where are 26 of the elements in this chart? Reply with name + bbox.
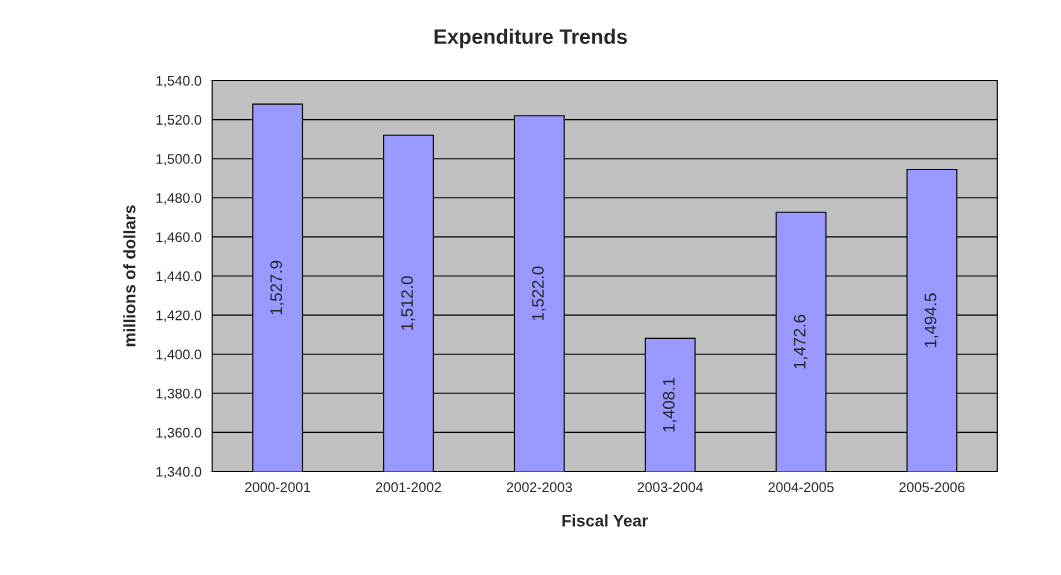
data-label: 1,522.0 (532, 266, 546, 321)
data-label: 1,512.0 (401, 276, 415, 330)
y-tick-label: 1,460.0 (156, 232, 202, 244)
y-tick-label: 1,400.0 (156, 349, 202, 362)
x-tick-label: 2000-2001 (245, 482, 311, 493)
data-label: 1,527.9 (270, 260, 285, 315)
y-tick-label: 1,480.0 (156, 193, 202, 205)
y-tick-label: 1,540.0 (156, 75, 202, 88)
y-tick-label: 1,380.0 (156, 388, 202, 401)
y-tick-label: 1,340.0 (156, 466, 202, 479)
y-tick-label: 1,420.0 (156, 310, 202, 322)
x-tick-label: 2004-2005 (768, 482, 834, 493)
y-tick-label: 1,440.0 (156, 271, 202, 283)
x-tick-label: 2003-2004 (637, 482, 704, 493)
x-tick-label: 2001-2002 (375, 482, 441, 493)
x-tick-label: 2005-2006 (899, 482, 965, 493)
data-label: 1,494.5 (924, 293, 939, 348)
data-label: 1,408.1 (662, 377, 677, 432)
chart-title: Expenditure Trends (434, 28, 627, 49)
x-axis-title: Fiscal Year (562, 514, 648, 527)
x-tick-label: 2002-2003 (506, 482, 572, 493)
data-label: 1,472.6 (793, 314, 808, 369)
y-tick-label: 1,520.0 (156, 114, 202, 127)
y-axis-title: millions of dollars (123, 205, 136, 347)
y-tick-label: 1,360.0 (156, 427, 202, 440)
y-tick-label: 1,500.0 (156, 154, 202, 166)
